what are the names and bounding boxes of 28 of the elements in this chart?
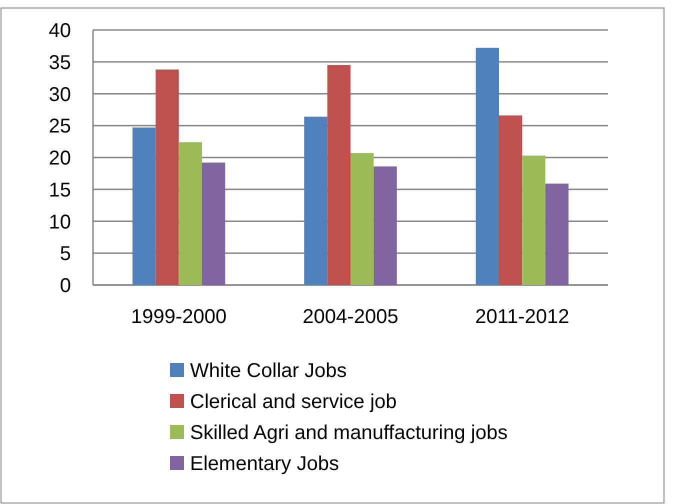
- bar: [498, 115, 522, 285]
- x-tick-label: 2004-2005: [302, 306, 398, 328]
- bar: [374, 166, 397, 285]
- y-tick-label: 15: [48, 179, 71, 202]
- bar: [545, 184, 569, 285]
- bar: [304, 116, 328, 285]
- y-tick-label: 40: [48, 20, 71, 42]
- bar: [327, 65, 350, 285]
- y-tick-label: 10: [48, 211, 71, 234]
- x-tick-label: 1999-2000: [131, 306, 227, 328]
- y-tick-label: 30: [48, 84, 71, 106]
- bar: [202, 162, 226, 285]
- legend-label: Elementary Jobs: [190, 453, 339, 475]
- y-tick-label: 0: [60, 275, 71, 297]
- legend-label: Clerical and service job: [190, 391, 397, 413]
- y-tick-label: 20: [48, 148, 71, 170]
- x-tick-label: 2011-2012: [475, 306, 570, 328]
- bar: [522, 156, 546, 285]
- bar: [156, 70, 179, 285]
- legend-label: White Collar Jobs: [190, 360, 347, 382]
- bar: [178, 142, 202, 285]
- y-tick-label: 35: [48, 52, 71, 74]
- y-tick-label: 5: [60, 243, 71, 266]
- bar: [132, 128, 156, 285]
- bar: [476, 48, 499, 285]
- y-tick-label: 25: [48, 116, 71, 138]
- bar: [350, 153, 374, 285]
- legend-label: Skilled Agri and manuffacturing jobs: [190, 422, 508, 444]
